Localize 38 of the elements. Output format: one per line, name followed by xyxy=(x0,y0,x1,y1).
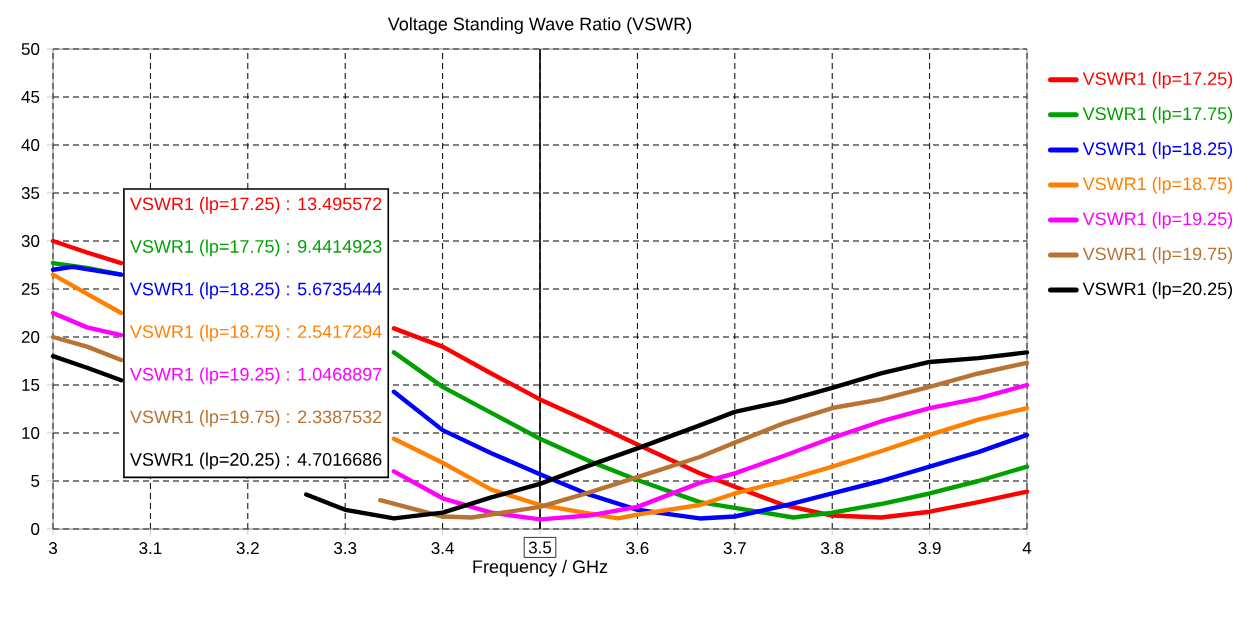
legend-label: VSWR1 (lp=19.75) xyxy=(1082,247,1233,264)
x-tick-label: 3.9 xyxy=(918,542,941,555)
x-tick-label: 3.7 xyxy=(723,542,746,555)
y-tick-label: 50 xyxy=(21,42,40,56)
y-tick-label: 10 xyxy=(22,426,40,440)
legend-label: VSWR1 (lp=17.25) xyxy=(1082,71,1233,89)
x-tick-label: 3 xyxy=(48,542,57,555)
legend-label: VSWR1 (lp=20.25) xyxy=(1082,282,1233,299)
x-tick-label: 3.4 xyxy=(431,542,454,555)
x-tick-label: 4 xyxy=(1022,542,1032,554)
annotation: VSWR1 (lp=20.25) : 4.7016686 xyxy=(130,452,382,470)
x-tick-label: 3.1 xyxy=(139,542,162,555)
y-tick-label: 20 xyxy=(21,330,40,344)
legend-label: VSWR1 (lp=18.25) xyxy=(1082,141,1233,159)
annotation: VSWR1 (lp=19.75) : 2.3387532 xyxy=(130,409,382,427)
y-tick-label: 0 xyxy=(31,522,40,536)
annotation: VSWR1 (lp=19.25) : 1.0468897 xyxy=(130,367,382,385)
legend-label: VSWR1 (lp=17.75) xyxy=(1082,106,1233,124)
y-tick-label: 15 xyxy=(22,379,40,391)
x-tick-label: 3.6 xyxy=(626,542,649,555)
annotation: VSWR1 (lp=17.25) : 13.495572 xyxy=(130,196,382,214)
y-tick-label: 25 xyxy=(21,282,40,296)
x-axis-title: Frequency / GHz xyxy=(473,559,608,577)
chart-title: Voltage Standing Wave Ratio (VSWR) xyxy=(387,17,692,34)
y-tick-label: 5 xyxy=(31,475,40,487)
x-tick-label: 3.3 xyxy=(334,542,357,555)
annotation: VSWR1 (lp=18.75) : 2.5417294 xyxy=(130,324,382,342)
annotation: VSWR1 (lp=17.75) : 9.4414923 xyxy=(130,239,382,257)
ref-line-label: 3.5 xyxy=(528,541,552,554)
y-tick-label: 40 xyxy=(21,138,40,152)
legend-label: VSWR1 (lp=18.75) xyxy=(1082,176,1233,194)
x-tick-label: 3.8 xyxy=(821,542,844,555)
x-tick-label: 3.2 xyxy=(236,542,259,555)
legend-label: VSWR1 (lp=19.25) xyxy=(1082,211,1233,229)
y-tick-label: 30 xyxy=(21,234,40,248)
annotation: VSWR1 (lp=18.25) : 5.6735444 xyxy=(130,282,382,299)
y-tick-label: 35 xyxy=(21,186,40,200)
y-tick-label: 45 xyxy=(21,91,40,103)
